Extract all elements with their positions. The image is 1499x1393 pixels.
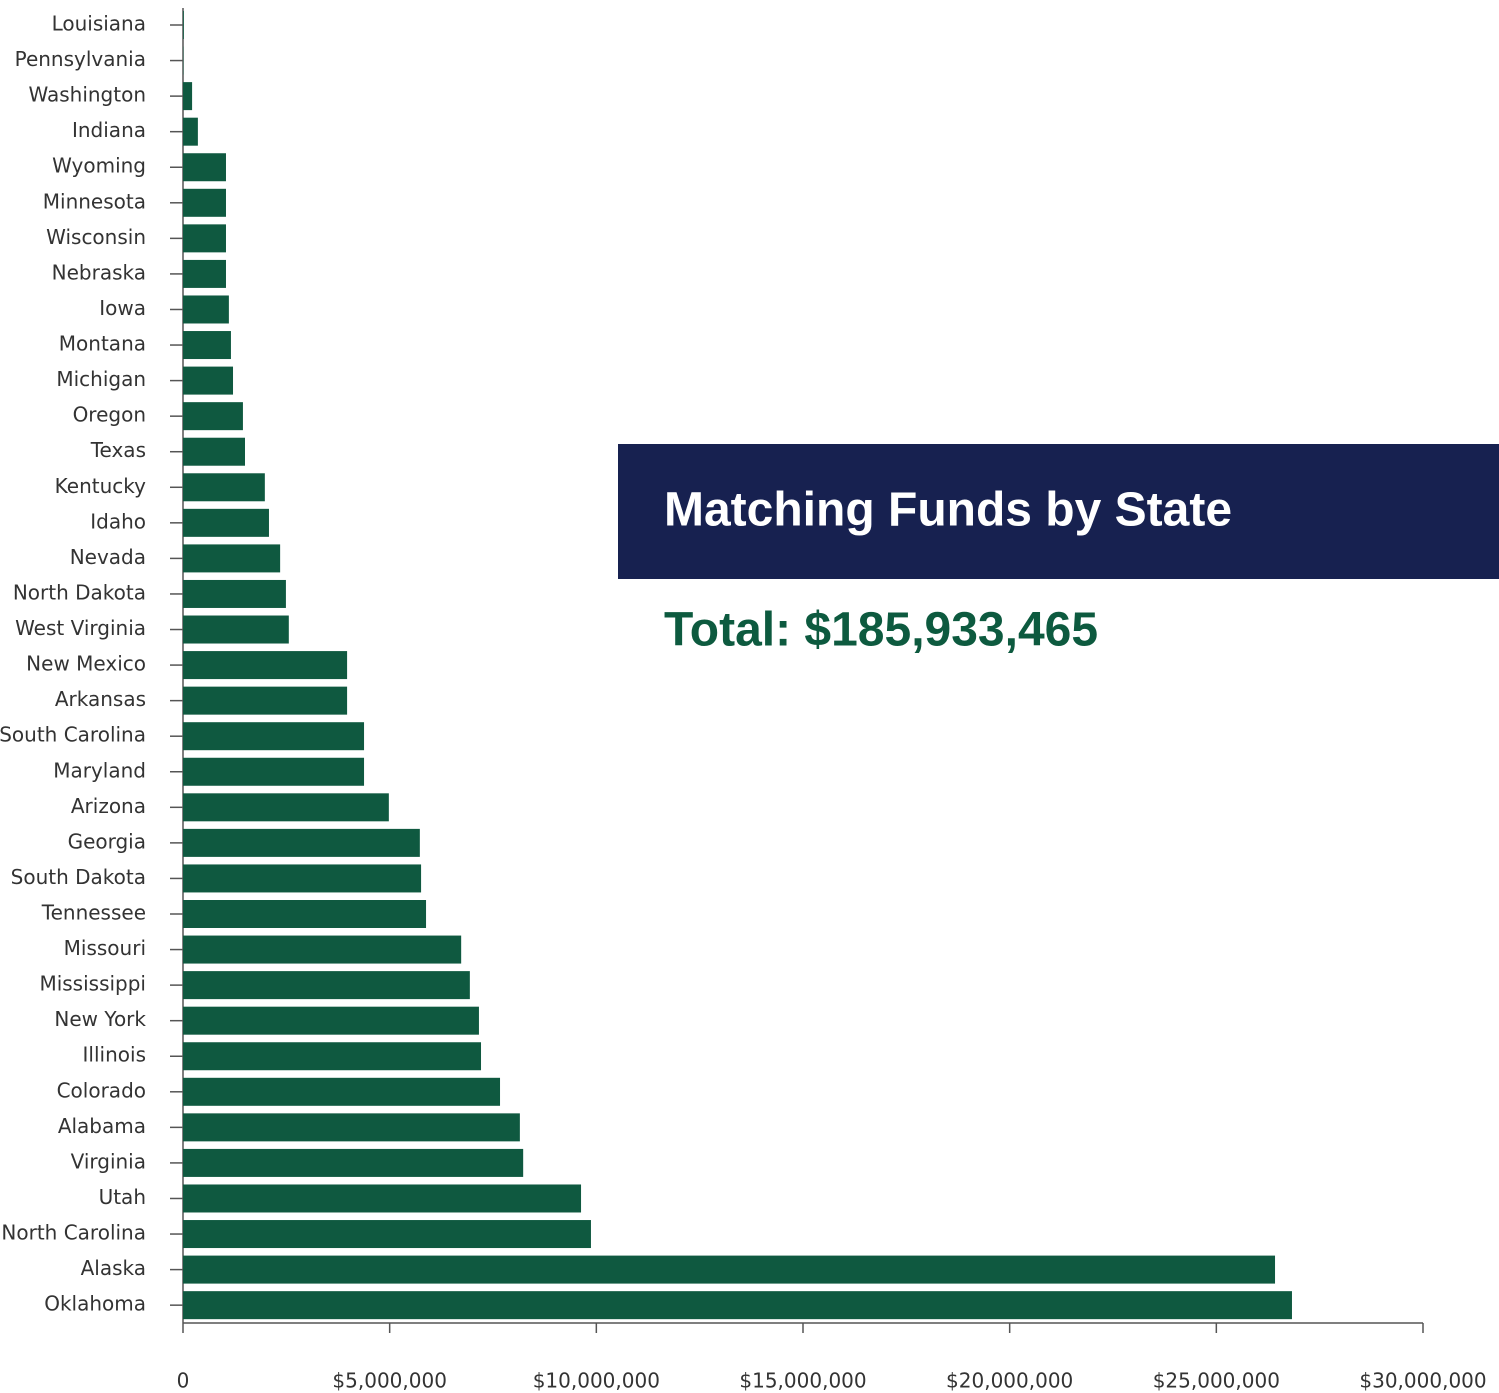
- y-tick-label: Oklahoma: [44, 1292, 146, 1316]
- bar: [183, 82, 193, 111]
- y-tick-label: Washington: [28, 83, 146, 107]
- y-tick-label: Arizona: [71, 794, 146, 818]
- y-tick-label: Missouri: [64, 936, 146, 960]
- bar: [183, 1291, 1292, 1320]
- y-tick-label: New York: [54, 1007, 146, 1031]
- bar: [183, 117, 198, 146]
- bar: [183, 259, 226, 288]
- bar: [183, 188, 226, 217]
- y-tick-label: Iowa: [99, 296, 146, 320]
- x-tick-label: $15,000,000: [739, 1369, 866, 1393]
- bar: [183, 1113, 520, 1142]
- bar: [183, 757, 365, 786]
- y-tick-label: Wyoming: [52, 154, 146, 178]
- y-tick-label: Mississippi: [39, 972, 146, 996]
- chart-title: Matching Funds by State: [664, 484, 1232, 537]
- bar: [183, 828, 420, 857]
- bar: [183, 971, 470, 1000]
- bar: [183, 1255, 1276, 1284]
- bar: [183, 153, 226, 182]
- y-tick-label: Indiana: [72, 118, 146, 142]
- y-tick-label: Minnesota: [43, 189, 146, 213]
- x-tick-label: $5,000,000: [332, 1369, 447, 1393]
- bar: [183, 615, 289, 644]
- bar: [183, 402, 243, 431]
- chart-subtitle: Total: $185,933,465: [664, 604, 1098, 657]
- y-tick-label: Montana: [59, 332, 146, 356]
- bar: [183, 544, 281, 573]
- y-tick-label: North Dakota: [13, 580, 146, 604]
- bar: [183, 473, 265, 502]
- y-tick-label: Texas: [90, 438, 146, 462]
- y-tick-label: West Virginia: [15, 616, 146, 640]
- y-tick-label: Georgia: [68, 829, 146, 853]
- y-tick-label: Tennessee: [41, 901, 146, 925]
- bar: [183, 224, 226, 253]
- y-tick-label: South Carolina: [0, 723, 146, 747]
- y-tick-label: Idaho: [90, 509, 146, 533]
- y-tick-label: Michigan: [56, 367, 146, 391]
- y-tick-label: South Dakota: [11, 865, 146, 889]
- bar: [183, 935, 462, 964]
- y-tick-label: Virginia: [71, 1149, 146, 1173]
- y-tick-label: Pennsylvania: [15, 47, 146, 71]
- bar: [183, 508, 269, 537]
- y-tick-label: Wisconsin: [46, 225, 146, 249]
- bar: [183, 1006, 479, 1035]
- y-tick-label: Alaska: [81, 1256, 146, 1280]
- bar: [183, 1148, 524, 1177]
- x-tick-label: $30,000,000: [1359, 1369, 1486, 1393]
- title-box: [618, 444, 1499, 579]
- x-tick-label: 0: [177, 1369, 190, 1393]
- bar: [183, 437, 245, 466]
- bar: [183, 331, 231, 360]
- y-tick-label: Kentucky: [55, 474, 146, 498]
- y-tick-label: Oregon: [73, 403, 146, 427]
- y-tick-label: Alabama: [58, 1114, 146, 1138]
- y-tick-label: Nevada: [70, 545, 146, 569]
- bar: [183, 900, 427, 928]
- bar: [183, 722, 365, 751]
- bar: [183, 1042, 482, 1071]
- bar: [183, 1077, 501, 1106]
- x-tick-label: $10,000,000: [533, 1369, 660, 1393]
- y-tick-label: Colorado: [57, 1078, 146, 1102]
- y-tick-label: Maryland: [53, 758, 146, 782]
- y-tick-label: Arkansas: [55, 687, 146, 711]
- bar: [183, 686, 348, 715]
- bar: [183, 1184, 582, 1213]
- bar: [183, 366, 234, 395]
- y-tick-label: New Mexico: [26, 652, 146, 676]
- bar: [183, 1220, 591, 1249]
- y-tick-label: Nebraska: [52, 260, 146, 284]
- bar: [183, 651, 348, 680]
- x-tick-label: $25,000,000: [1153, 1369, 1280, 1393]
- y-tick-label: Illinois: [83, 1043, 146, 1067]
- y-tick-label: Utah: [99, 1185, 146, 1209]
- bar: [183, 579, 286, 608]
- x-tick-label: $20,000,000: [946, 1369, 1073, 1393]
- y-tick-label: North Carolina: [1, 1221, 146, 1245]
- y-tick-label: Louisiana: [52, 12, 146, 36]
- bar: [183, 864, 422, 893]
- bar: [183, 295, 229, 324]
- bar: [183, 11, 184, 39]
- bar: [183, 793, 389, 822]
